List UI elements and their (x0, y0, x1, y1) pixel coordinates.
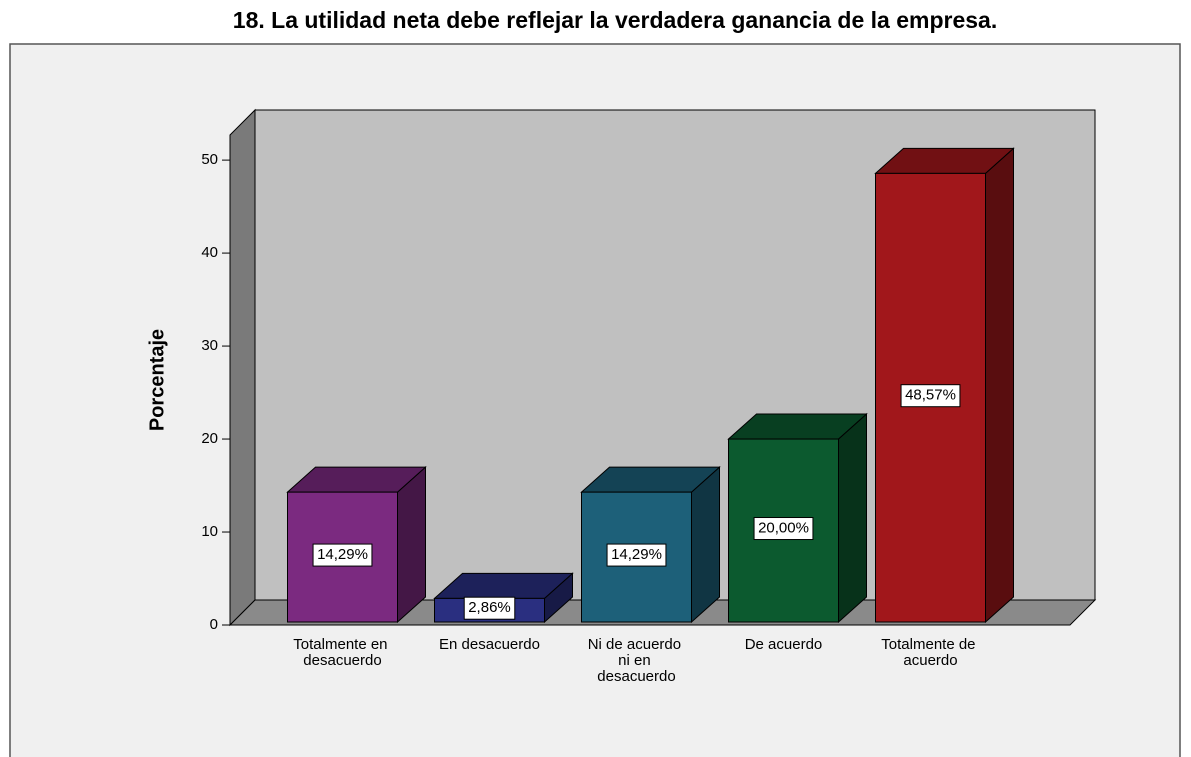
y-tick-label: 20 (201, 430, 218, 447)
bar-side (691, 466, 720, 624)
value-label-box (606, 543, 667, 567)
bar-side (838, 412, 867, 624)
value-label-box (753, 517, 814, 541)
value-label: 20,00% (758, 519, 809, 536)
y-tick-label: 40 (201, 244, 218, 261)
chart-title: 18. La utilidad neta debe reflejar la ve… (233, 7, 997, 33)
x-tick-label: Totalmente en desacuerdo (293, 636, 391, 669)
bar-side (985, 147, 1014, 624)
value-label-box (312, 543, 373, 567)
y-tick-label: 30 (201, 337, 218, 354)
value-label-box (900, 384, 961, 408)
x-tick-label: De acuerdo (745, 636, 823, 653)
y-tick-label: 10 (201, 523, 218, 540)
value-label: 2,86% (468, 599, 511, 616)
bar-side (397, 466, 426, 624)
y-tick-label: 0 (210, 616, 218, 633)
value-label: 14,29% (611, 546, 662, 563)
value-label: 48,57% (905, 387, 956, 404)
left-wall (229, 108, 256, 627)
value-label-box (463, 596, 516, 620)
y-axis-label: Porcentaje (146, 329, 168, 431)
x-tick-label: Totalmente de acuerdo (881, 636, 979, 669)
x-tick-label: En desacuerdo (439, 636, 540, 653)
x-tick-label: Ni de acuerdo ni en desacuerdo (588, 636, 686, 685)
y-tick-label: 50 (201, 151, 218, 168)
value-label: 14,29% (317, 546, 368, 563)
